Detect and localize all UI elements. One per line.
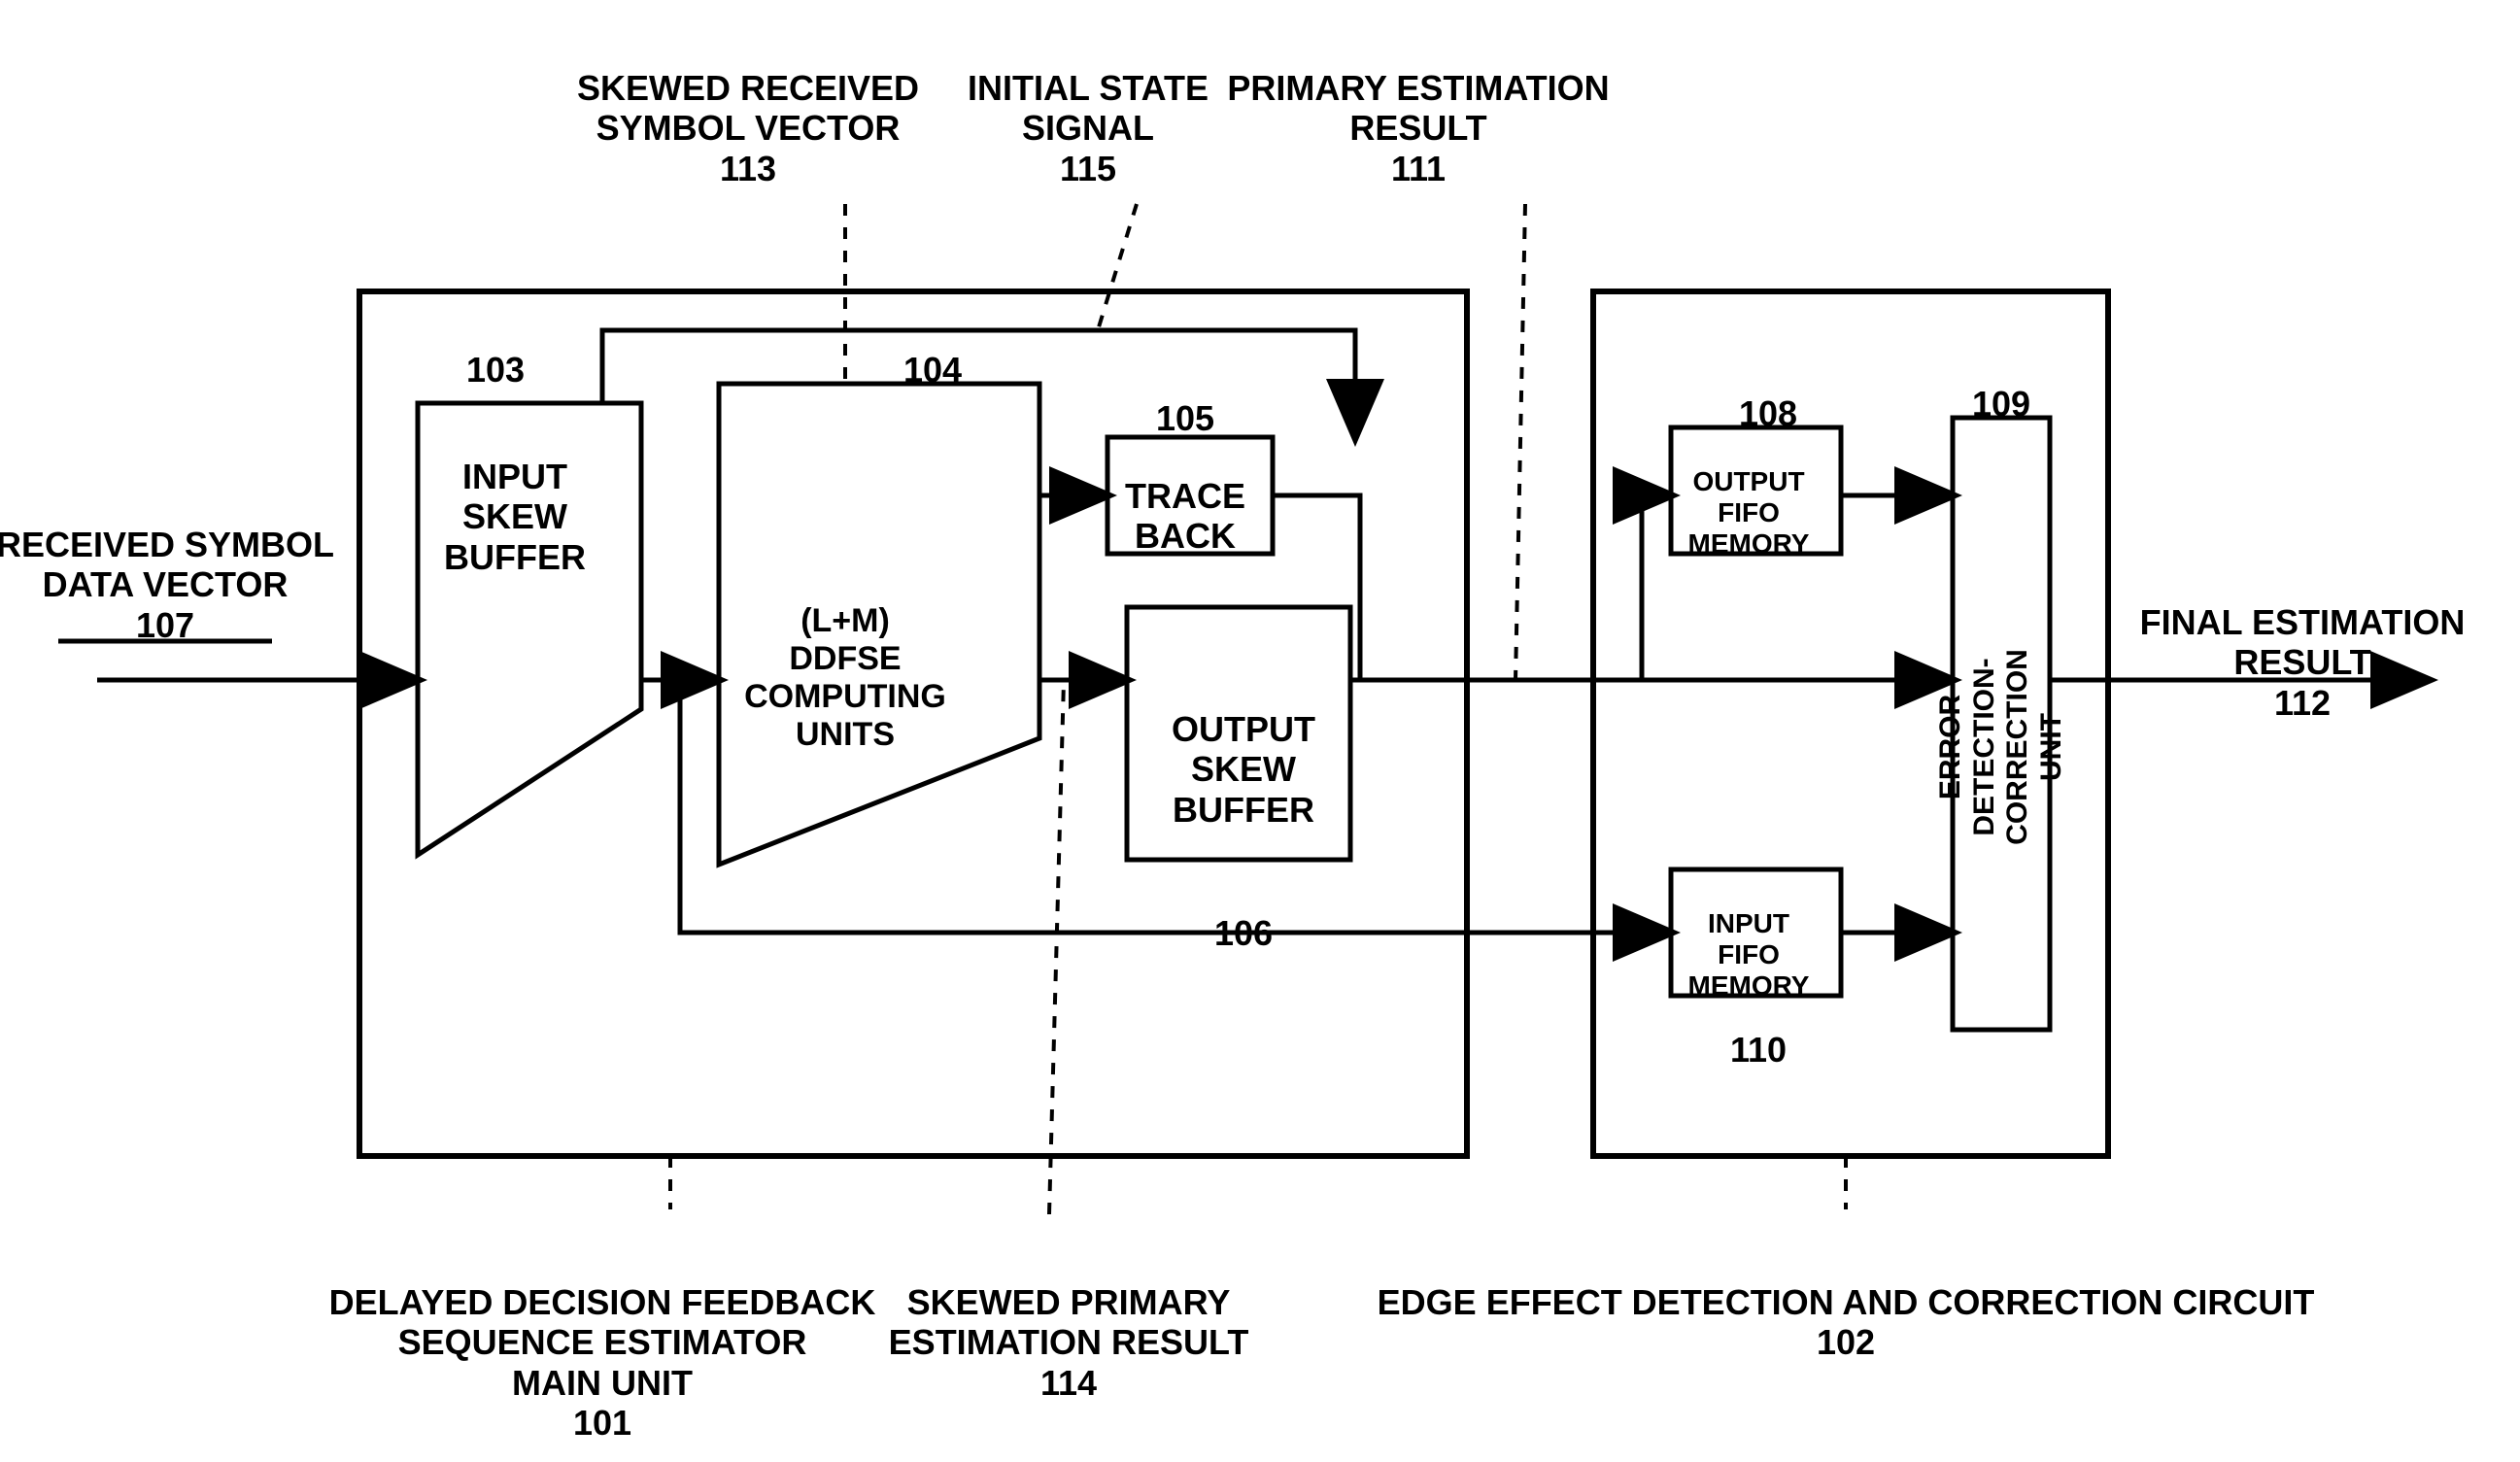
label-out_fifo: OUTPUT FIFO MEMORY bbox=[1688, 466, 1810, 561]
label-initial_state: INITIAL STATE SIGNAL 115 bbox=[968, 68, 1209, 188]
label-edge_effect: EDGE EFFECT DETECTION AND CORRECTION CIR… bbox=[1378, 1282, 2315, 1363]
label-edc_unit: ERROR DETECTION- CORRECTION UNIT bbox=[1934, 649, 2068, 845]
label-input_skew: INPUT SKEW BUFFER bbox=[444, 457, 586, 577]
label-rx_symbol: RECEIVED SYMBOL DATA VECTOR 107 bbox=[0, 525, 334, 645]
label-ref109: 109 bbox=[1972, 384, 2030, 424]
label-ref108: 108 bbox=[1739, 393, 1797, 433]
diagram-stage: SKEWED RECEIVED SYMBOL VECTOR 113 INITIAL… bbox=[0, 0, 2520, 1462]
dashed-d3 bbox=[1515, 204, 1525, 680]
label-ddfse: (L+M) DDFSE COMPUTING UNITS bbox=[744, 602, 946, 754]
label-ref110: 110 bbox=[1730, 1030, 1787, 1070]
label-skewed_prim: SKEWED PRIMARY ESTIMATION RESULT 114 bbox=[889, 1282, 1249, 1403]
label-skewed_rx: SKEWED RECEIVED SYMBOL VECTOR 113 bbox=[577, 68, 919, 188]
arrow-a7 bbox=[1642, 495, 1671, 680]
label-output_skew: OUTPUT SKEW BUFFER bbox=[1172, 709, 1315, 830]
label-ref106: 106 bbox=[1214, 913, 1273, 953]
label-ref103: 103 bbox=[466, 350, 525, 390]
dashed-d2 bbox=[1098, 204, 1137, 330]
label-ref105: 105 bbox=[1156, 398, 1214, 438]
label-in_fifo: INPUT FIFO MEMORY bbox=[1688, 908, 1810, 1003]
label-trace_back: TRACE BACK bbox=[1125, 476, 1245, 557]
label-primary_est: PRIMARY ESTIMATION RESULT 111 bbox=[1227, 68, 1609, 188]
arrow-a5 bbox=[1273, 495, 1360, 680]
dashed-d5 bbox=[1049, 680, 1064, 1214]
label-final_est: FINAL ESTIMATION RESULT 112 bbox=[2140, 602, 2466, 723]
label-delayed_dfse: DELAYED DECISION FEEDBACK SEQUENCE ESTIM… bbox=[329, 1282, 876, 1444]
label-ref104: 104 bbox=[903, 350, 962, 390]
